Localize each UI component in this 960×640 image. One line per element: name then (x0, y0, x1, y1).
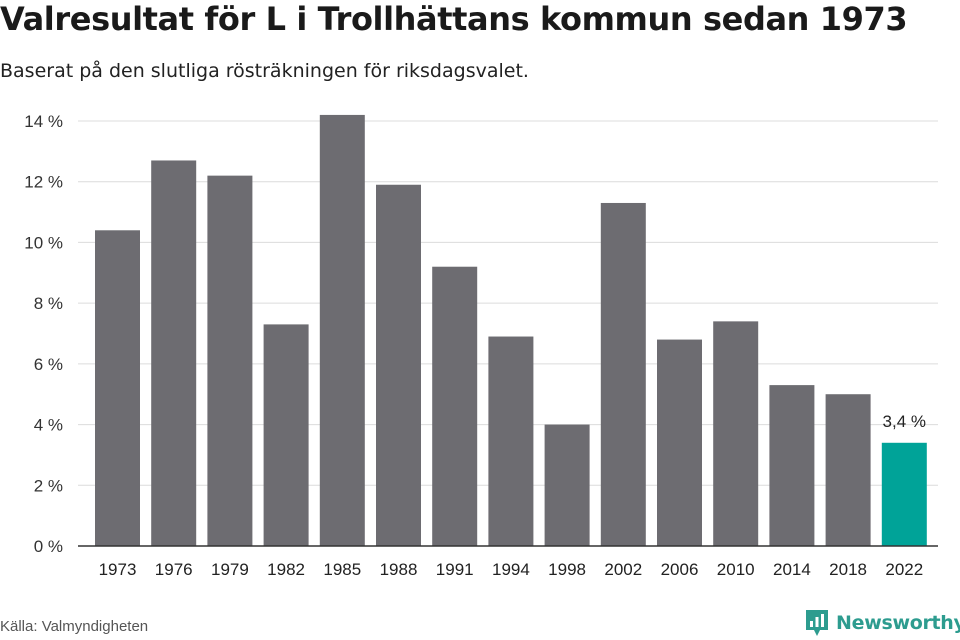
newsworthy-logo-icon (806, 610, 828, 636)
y-tick-label: 14 % (24, 112, 63, 131)
x-tick-label: 2022 (885, 560, 923, 579)
y-tick-label: 2 % (34, 476, 63, 495)
y-tick-label: 4 % (34, 416, 63, 435)
x-tick-label: 1979 (211, 560, 249, 579)
x-tick-label: 2018 (829, 560, 867, 579)
bar (713, 321, 759, 546)
x-tick-label: 2006 (661, 560, 699, 579)
bar (657, 339, 702, 546)
bar (881, 442, 927, 546)
x-tick-label: 1976 (155, 560, 193, 579)
chart-title: Valresultat för L i Trollhättans kommun … (0, 0, 908, 38)
data-label: 3,4 % (883, 412, 926, 431)
bar (825, 394, 871, 546)
chart-subtitle: Baserat på den slutliga rösträkningen fö… (0, 60, 529, 82)
bar (207, 175, 253, 546)
bar (544, 424, 590, 546)
x-tick-label: 2002 (604, 560, 642, 579)
x-tick-label: 1985 (323, 560, 361, 579)
source-note: Källa: Valmyndigheten (0, 618, 149, 635)
bar-chart: 0 % 2 % 4 % 6 % 8 % 10 % 12 % 14 % 1973 1976 1979 1… (24, 112, 938, 579)
x-tick-label: 1973 (99, 560, 137, 579)
x-tick-label: 1991 (436, 560, 474, 579)
y-tick-label: 8 % (34, 294, 63, 313)
y-tick-label: 12 % (24, 173, 63, 192)
bar (319, 114, 365, 546)
brand-logo: Newsworthy (804, 608, 960, 638)
x-tick-label: 1982 (267, 560, 305, 579)
bars (95, 114, 927, 547)
bar (769, 385, 815, 546)
y-tick-label: 6 % (34, 355, 63, 374)
bar (95, 230, 140, 547)
bar (488, 336, 534, 546)
bar (600, 202, 646, 546)
x-tick-label: 1994 (492, 560, 530, 579)
bar (263, 324, 309, 546)
bar (376, 184, 421, 546)
y-tick-label: 0 % (34, 537, 63, 556)
y-tick-label: 10 % (24, 233, 63, 252)
bar (151, 160, 197, 546)
bar (432, 266, 478, 546)
x-tick-label: 1998 (548, 560, 586, 579)
x-tick-label: 2010 (717, 560, 755, 579)
brand-name: Newsworthy (836, 612, 960, 634)
labels: 0 % 2 % 4 % 6 % 8 % 10 % 12 % 14 % 1973 1976 1979 1… (24, 112, 926, 579)
x-tick-label: 1988 (380, 560, 418, 579)
x-tick-label: 2014 (773, 560, 811, 579)
